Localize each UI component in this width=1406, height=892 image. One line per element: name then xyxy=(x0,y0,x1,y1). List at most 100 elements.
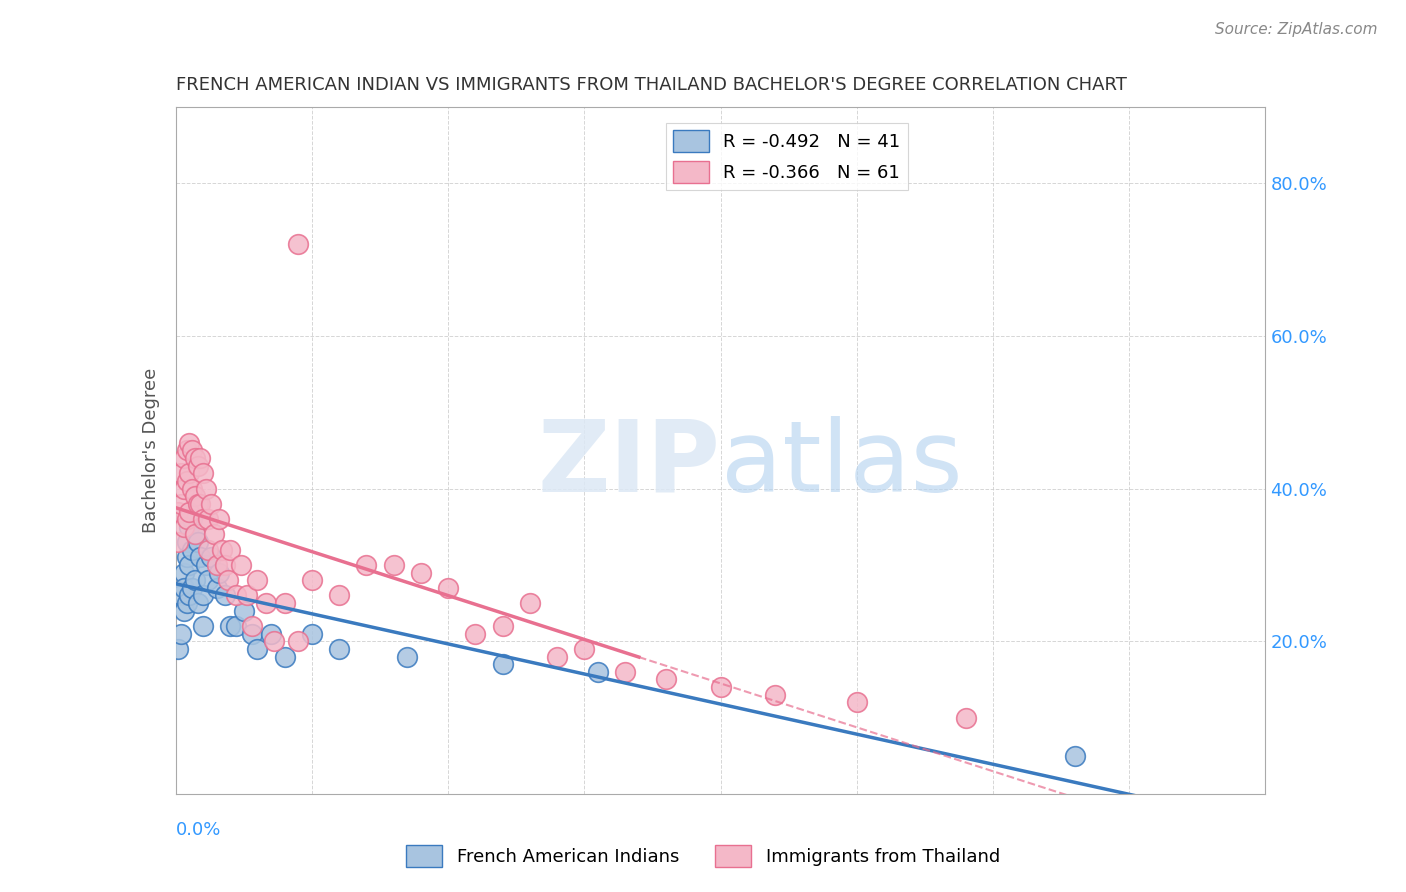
Point xyxy=(179,504,201,518)
Point xyxy=(225,589,247,603)
Point xyxy=(208,512,231,526)
Point xyxy=(254,596,277,610)
Point xyxy=(176,443,198,458)
Point xyxy=(191,512,214,526)
Point xyxy=(170,626,193,640)
Point xyxy=(301,626,323,640)
Point xyxy=(173,604,195,618)
Point xyxy=(181,512,204,526)
Point xyxy=(246,573,269,587)
Point xyxy=(586,665,609,679)
Point xyxy=(197,542,219,557)
Point xyxy=(235,589,257,603)
Point xyxy=(356,558,378,572)
Point xyxy=(328,641,350,656)
Point xyxy=(170,589,193,603)
Text: 0.0%: 0.0% xyxy=(176,822,221,839)
Point xyxy=(179,558,201,572)
Point xyxy=(176,474,198,488)
Point xyxy=(181,581,204,595)
Point xyxy=(167,641,190,656)
Point xyxy=(173,451,195,466)
Point xyxy=(211,542,233,557)
Point xyxy=(184,527,207,541)
Point xyxy=(232,604,254,618)
Point xyxy=(437,581,460,595)
Point xyxy=(219,619,242,633)
Text: atlas: atlas xyxy=(721,416,962,513)
Point xyxy=(188,497,211,511)
Point xyxy=(186,497,209,511)
Point xyxy=(260,626,283,640)
Point xyxy=(176,535,198,549)
Point xyxy=(217,573,239,587)
Point xyxy=(240,619,263,633)
Point xyxy=(301,573,323,587)
Point xyxy=(382,558,405,572)
Point xyxy=(191,467,214,481)
Point xyxy=(173,581,195,595)
Point xyxy=(614,665,637,679)
Point xyxy=(176,512,198,526)
Point xyxy=(188,550,211,565)
Point xyxy=(574,641,596,656)
Point xyxy=(546,649,568,664)
Point xyxy=(492,619,515,633)
Point xyxy=(464,626,486,640)
Point xyxy=(179,520,201,534)
Point xyxy=(955,710,977,724)
Point xyxy=(845,695,868,709)
Point xyxy=(274,596,297,610)
Point xyxy=(492,657,515,672)
Point xyxy=(176,550,198,565)
Point xyxy=(710,680,733,694)
Point xyxy=(184,573,207,587)
Point xyxy=(287,634,309,648)
Point xyxy=(219,542,242,557)
Point xyxy=(181,542,204,557)
Point xyxy=(208,566,231,580)
Point xyxy=(328,589,350,603)
Point xyxy=(246,641,269,656)
Point xyxy=(179,589,201,603)
Point xyxy=(179,467,201,481)
Legend: French American Indians, Immigrants from Thailand: French American Indians, Immigrants from… xyxy=(399,838,1007,874)
Point xyxy=(194,482,217,496)
Point xyxy=(287,237,309,252)
Point xyxy=(167,504,190,518)
Point xyxy=(186,596,209,610)
Point xyxy=(205,558,228,572)
Point xyxy=(197,512,219,526)
Point xyxy=(191,589,214,603)
Point xyxy=(214,558,236,572)
Text: ZIP: ZIP xyxy=(537,416,721,513)
Point xyxy=(181,443,204,458)
Point xyxy=(240,626,263,640)
Point xyxy=(519,596,541,610)
Y-axis label: Bachelor's Degree: Bachelor's Degree xyxy=(142,368,160,533)
Text: FRENCH AMERICAN INDIAN VS IMMIGRANTS FROM THAILAND BACHELOR'S DEGREE CORRELATION: FRENCH AMERICAN INDIAN VS IMMIGRANTS FRO… xyxy=(176,77,1126,95)
Point xyxy=(191,619,214,633)
Point xyxy=(396,649,419,664)
Point xyxy=(173,520,195,534)
Point xyxy=(197,573,219,587)
Point xyxy=(225,619,247,633)
Legend: R = -0.492   N = 41, R = -0.366   N = 61: R = -0.492 N = 41, R = -0.366 N = 61 xyxy=(665,123,908,191)
Point xyxy=(194,558,217,572)
Point xyxy=(188,451,211,466)
Point xyxy=(184,489,207,503)
Point xyxy=(186,458,209,473)
Point xyxy=(205,581,228,595)
Point xyxy=(200,550,222,565)
Point xyxy=(202,527,225,541)
Point xyxy=(655,673,678,687)
Point xyxy=(263,634,285,648)
Point xyxy=(231,558,253,572)
Point xyxy=(763,688,786,702)
Point xyxy=(167,535,190,549)
Text: Source: ZipAtlas.com: Source: ZipAtlas.com xyxy=(1215,22,1378,37)
Point xyxy=(409,566,432,580)
Point xyxy=(274,649,297,664)
Point xyxy=(184,527,207,541)
Point xyxy=(200,497,222,511)
